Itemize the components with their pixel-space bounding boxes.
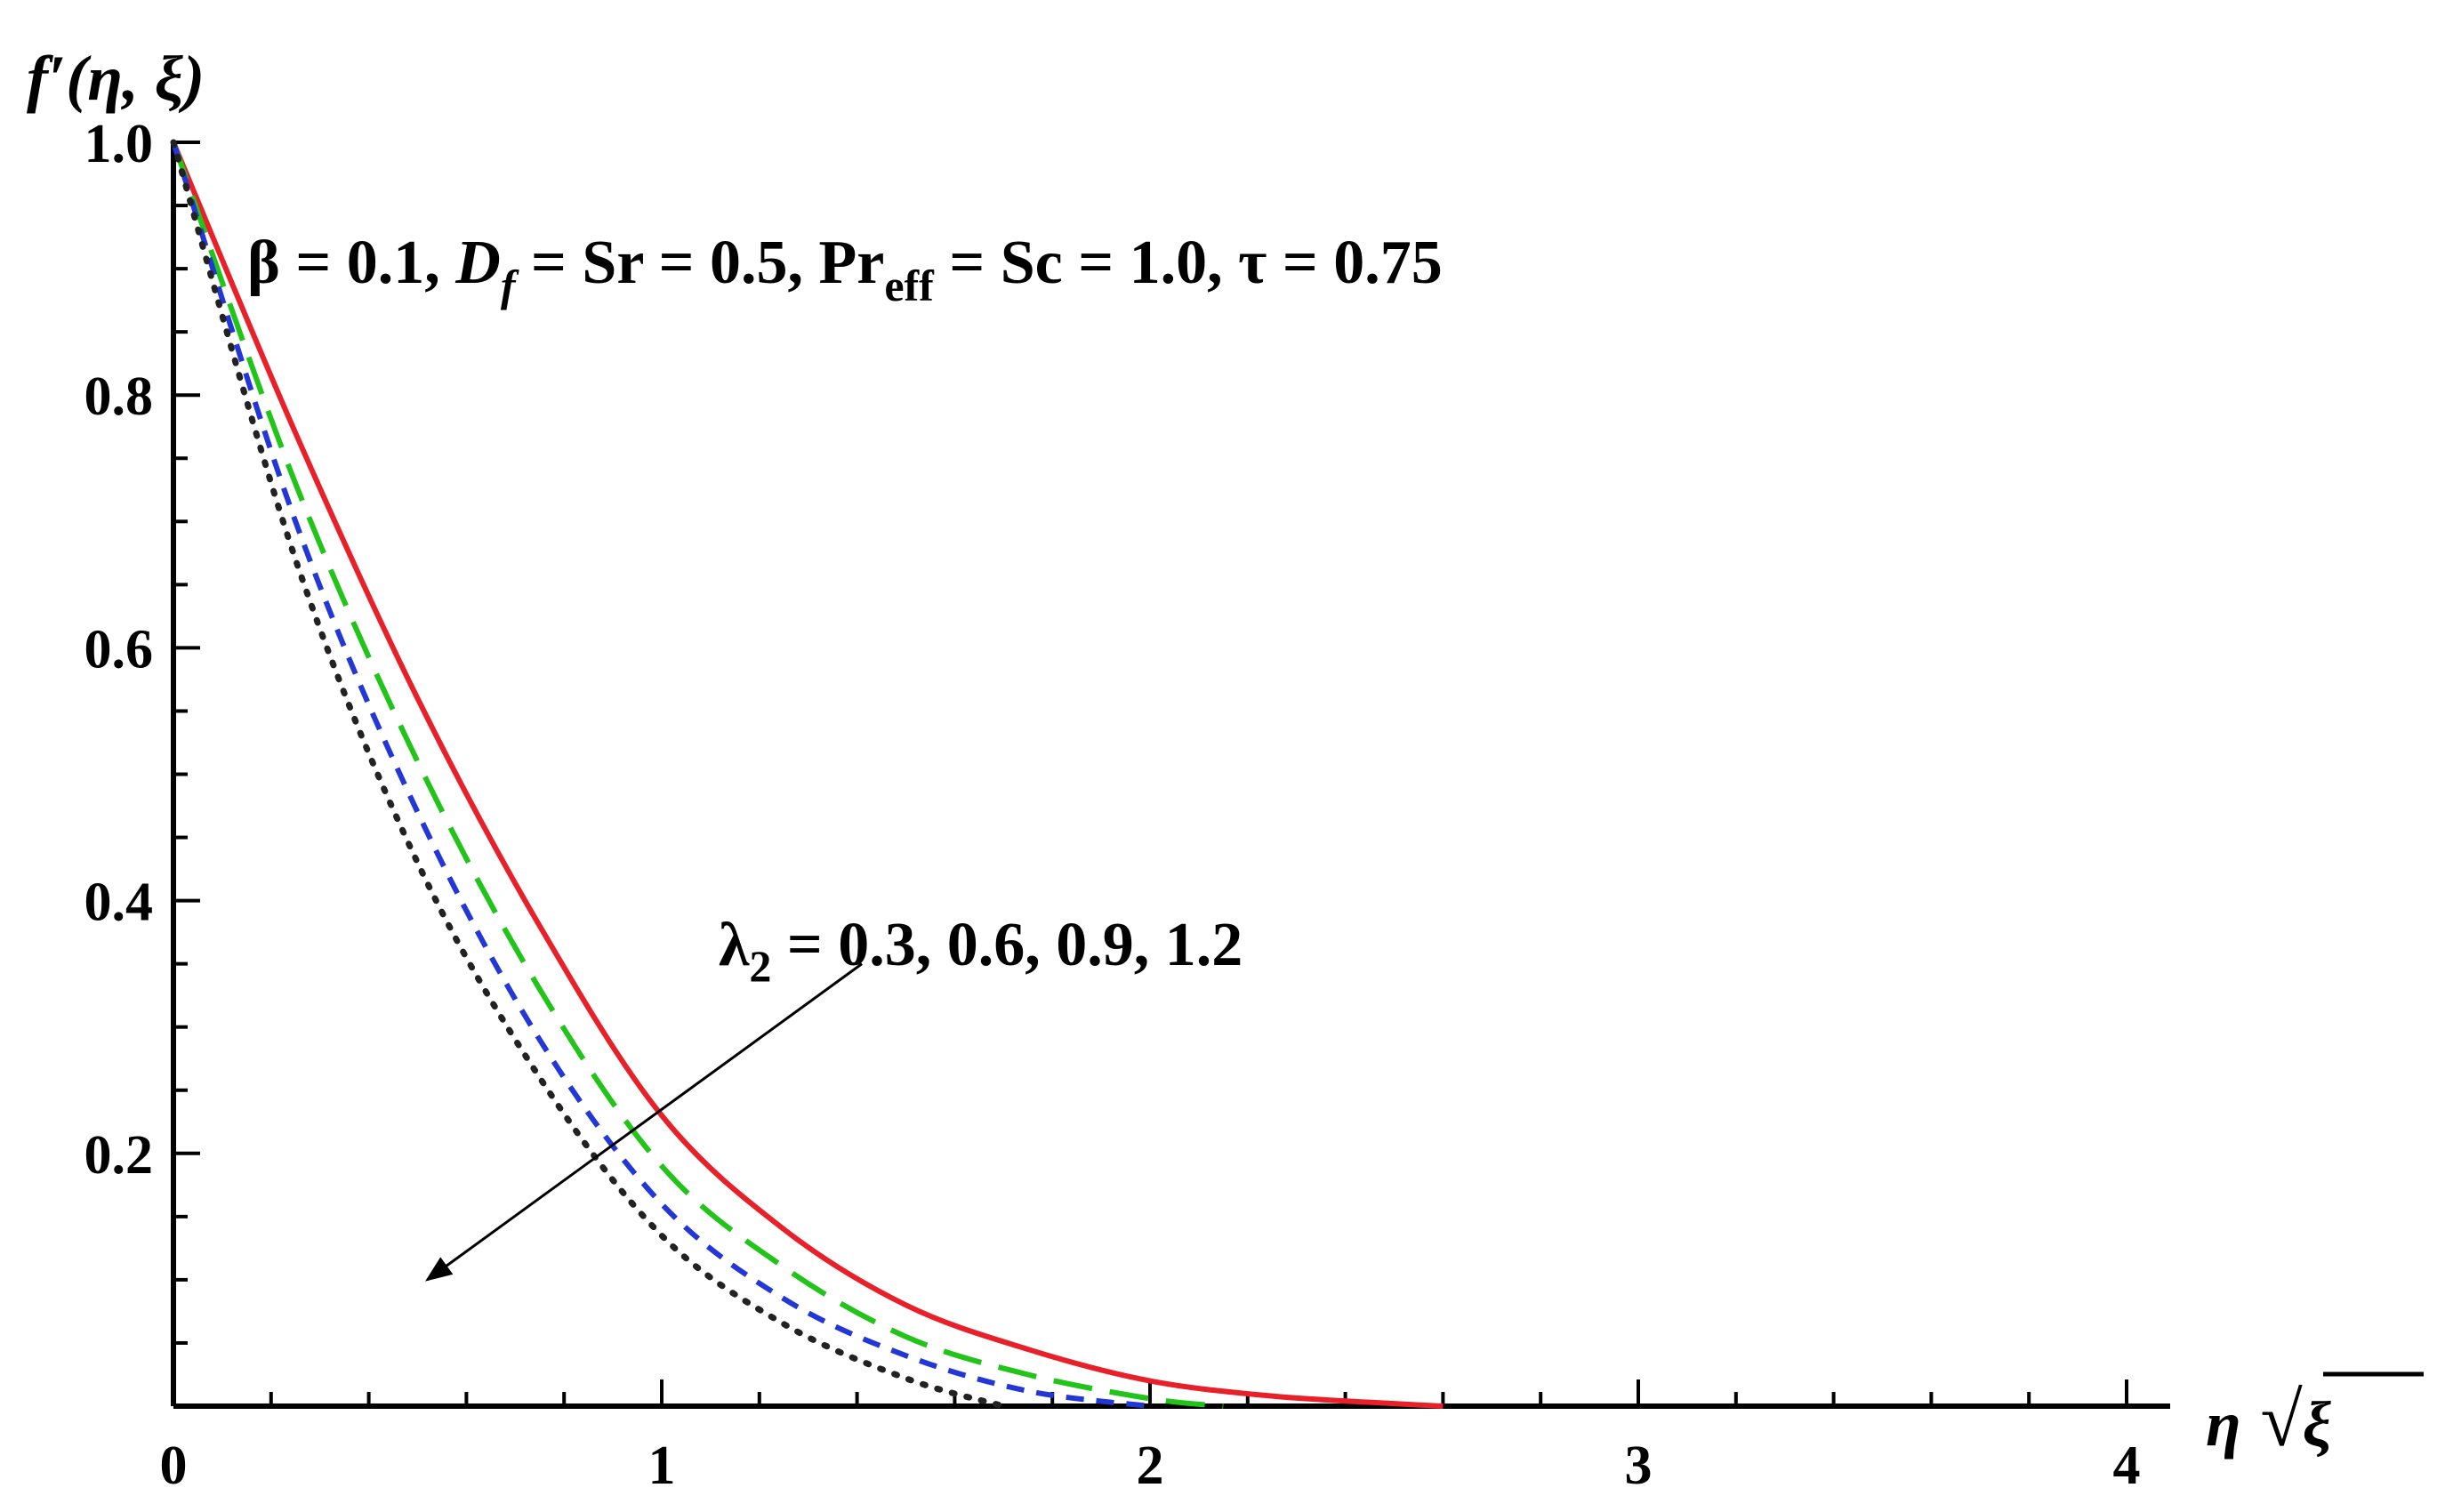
series-line-lambda2-0-6: [171, 141, 1224, 1409]
param-eff-sub: eff: [884, 261, 935, 310]
trend-arrow: [425, 962, 863, 1282]
series-line-lambda2-1-2: [170, 139, 1007, 1410]
x-title-xi: ξ: [2303, 1388, 2331, 1460]
x-tick-label: 1: [648, 1436, 676, 1496]
parameter-annotation: β = 0.1, Df = Sr = 0.5, Preff = Sc = 1.0…: [247, 229, 1443, 310]
x-axis-title: η √ξ: [2206, 1377, 2331, 1462]
y-tick-label: 1.0: [84, 114, 154, 174]
x-title-radical: √: [2261, 1377, 2304, 1462]
param-f-sub: f: [501, 261, 519, 310]
y-title-prime: ′: [48, 43, 66, 114]
lambda-values: = 0.3, 0.6, 0.9, 1.2: [771, 911, 1243, 979]
series-lines: [170, 139, 1444, 1410]
x-tick-labels: 0 1 2 3 4: [160, 1436, 2141, 1496]
y-tick-label: 0.4: [84, 873, 154, 933]
series-line-lambda2-0-9: [171, 141, 1151, 1409]
y-axis-title: f′(η, ξ): [27, 43, 205, 114]
x-title-eta: η: [2206, 1388, 2241, 1460]
x-tick-label: 4: [2113, 1436, 2141, 1496]
lambda-sub: 2: [749, 941, 771, 991]
param-D: D: [454, 229, 501, 297]
y-tick-labels: 0.2 0.4 0.6 0.8 1.0: [84, 114, 154, 1186]
x-tick-label: 3: [1625, 1436, 1653, 1496]
y-tick-marks: [173, 141, 200, 1345]
lambda-symbol: λ: [719, 911, 750, 979]
y-tick-label: 0.6: [84, 619, 154, 680]
x-tick-label: 0: [160, 1436, 188, 1496]
y-tick-label: 0.2: [84, 1125, 154, 1186]
series-line-lambda2-0-3: [171, 141, 1444, 1409]
y-title-args: (η, ξ): [66, 43, 205, 114]
x-tick-label: 2: [1137, 1436, 1164, 1496]
lambda-annotation: λ2 = 0.3, 0.6, 0.9, 1.2: [719, 911, 1243, 991]
param-beta: β = 0.1,: [247, 229, 455, 297]
y-tick-label: 0.8: [84, 366, 154, 427]
param-sc-tau: = Sc = 1.0, τ = 0.75: [934, 229, 1443, 297]
param-sr: = Sr = 0.5, Pr: [516, 229, 885, 297]
